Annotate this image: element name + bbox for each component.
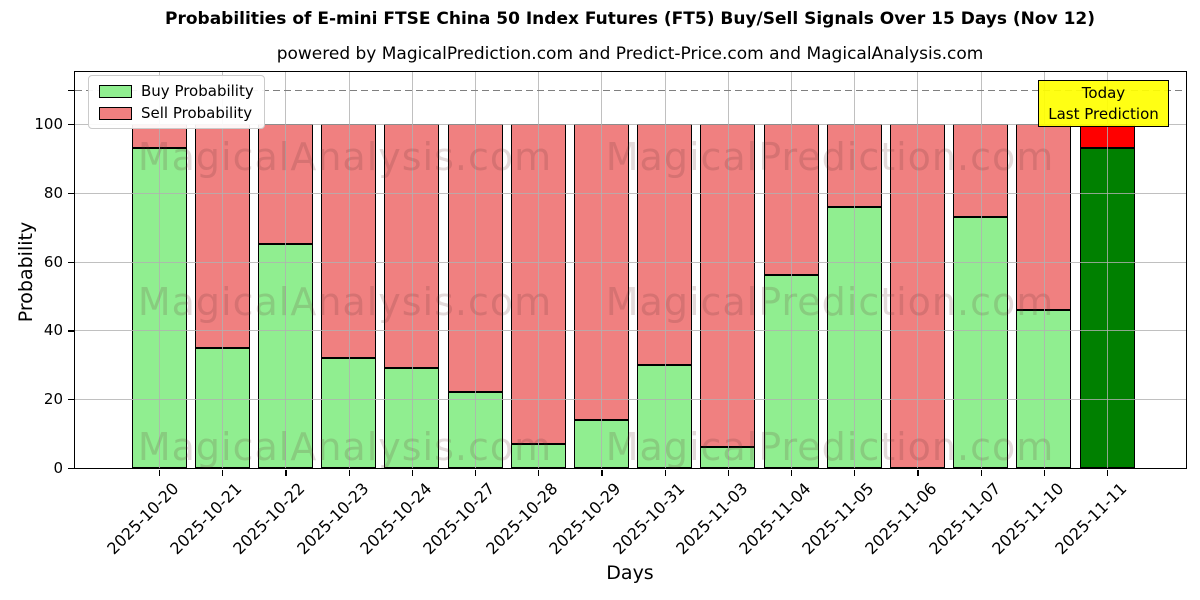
x-tick-label: 2025-10-21 — [166, 479, 246, 559]
today-annotation-box: Today Last Prediction — [1038, 80, 1169, 127]
chart-subtitle: powered by MagicalPrediction.com and Pre… — [276, 44, 984, 64]
x-tick — [664, 469, 666, 476]
x-tick — [917, 469, 919, 476]
legend-item-sell: Sell Probability — [99, 105, 254, 121]
x-tick — [348, 469, 350, 476]
watermark-layer: MagicalAnalysis.com MagicalPrediction.com… — [75, 72, 1186, 468]
chart-title: Probabilities of E-mini FTSE China 50 In… — [165, 9, 1095, 29]
x-tick — [791, 469, 793, 476]
x-tick-label: 2025-11-04 — [735, 479, 815, 559]
grid-layer — [75, 72, 1186, 468]
x-tick — [538, 469, 540, 476]
x-tick — [222, 469, 224, 476]
y-tick-label: 60 — [43, 252, 63, 271]
gridline-vertical — [475, 72, 476, 468]
dashed-guide-line — [75, 89, 1186, 91]
x-tick — [727, 469, 730, 476]
gridline-horizontal — [75, 330, 1186, 332]
gridline-vertical — [538, 72, 540, 468]
x-tick — [411, 469, 414, 476]
watermark-prediction: MagicalPrediction.com — [605, 280, 1055, 324]
y-tick-label: 100 — [34, 115, 63, 133]
watermark-analysis: MagicalAnalysis.com — [137, 135, 553, 179]
x-tick-label: 2025-11-07 — [924, 479, 1005, 559]
watermark-analysis: MagicalAnalysis.com — [137, 280, 553, 324]
legend-swatch-buy-icon — [99, 84, 132, 98]
x-tick — [980, 469, 982, 476]
x-axis-label: Days — [606, 562, 654, 584]
gridline-horizontal — [75, 261, 1186, 263]
gridline-horizontal — [75, 192, 1186, 194]
x-tick-label: 2025-11-06 — [861, 479, 941, 559]
y-tick — [68, 399, 75, 401]
legend-label-sell: Sell Probability — [141, 104, 253, 122]
y-tick-label: 80 — [43, 183, 63, 202]
gridline-vertical — [348, 72, 350, 468]
x-tick-label: 2025-11-05 — [798, 479, 878, 559]
x-tick-label: 2025-10-24 — [356, 479, 436, 559]
x-tick-label: 2025-10-22 — [229, 479, 309, 559]
plot-area: MagicalAnalysis.com MagicalPrediction.com… — [74, 71, 1187, 469]
y-tick — [68, 192, 75, 195]
x-tick-label: 2025-11-10 — [988, 479, 1068, 559]
gridline-vertical — [601, 72, 603, 468]
gridline-vertical — [664, 72, 666, 468]
x-tick — [159, 469, 161, 476]
y-tick — [68, 330, 75, 332]
x-tick — [854, 469, 856, 476]
x-tick — [1107, 469, 1109, 476]
x-tick-label: 2025-10-27 — [419, 479, 499, 559]
today-annotation-line2: Last Prediction — [1048, 104, 1159, 123]
y-tick-minor — [68, 89, 75, 91]
gridline-vertical — [917, 72, 919, 468]
gridline-vertical — [222, 72, 224, 468]
y-tick — [68, 468, 75, 470]
y-axis-label: Probability — [15, 221, 37, 323]
gridline-vertical — [1043, 72, 1045, 468]
x-tick — [1043, 469, 1046, 476]
y-tick-label: 0 — [53, 459, 63, 477]
gridline-vertical — [411, 72, 413, 468]
x-tick-label: 2025-10-20 — [103, 479, 183, 559]
gridline-horizontal — [75, 399, 1186, 401]
today-annotation-line1: Today — [1081, 83, 1126, 102]
y-tick-label: 20 — [43, 390, 63, 409]
watermark-prediction: MagicalPrediction.com — [605, 425, 1055, 469]
x-tick — [475, 469, 477, 476]
gridline-vertical — [159, 72, 160, 468]
watermark-prediction: MagicalPrediction.com — [605, 135, 1055, 179]
gridline-vertical — [285, 72, 287, 468]
legend-swatch-sell-icon — [99, 106, 132, 120]
x-tick — [285, 469, 287, 476]
gridline-vertical — [791, 72, 792, 468]
gridline-vertical — [727, 72, 729, 468]
legend: Buy Probability Sell Probability — [88, 75, 265, 129]
y-tick — [68, 261, 75, 263]
legend-label-buy: Buy Probability — [141, 82, 254, 100]
x-tick-label: 2025-10-28 — [482, 479, 562, 559]
y-tick-label: 40 — [43, 321, 63, 340]
x-tick — [601, 469, 603, 476]
y-tick — [68, 124, 75, 126]
gridline-vertical — [980, 72, 982, 468]
x-tick-label: 2025-11-03 — [672, 479, 752, 559]
gridline-vertical — [854, 72, 856, 468]
watermark-analysis: MagicalAnalysis.com — [137, 425, 553, 469]
gridline-horizontal — [75, 124, 1186, 125]
x-tick-label: 2025-11-11 — [1051, 479, 1131, 559]
legend-item-buy: Buy Probability — [99, 83, 254, 99]
x-tick-label: 2025-10-23 — [292, 479, 373, 559]
gridline-vertical — [1107, 72, 1108, 468]
